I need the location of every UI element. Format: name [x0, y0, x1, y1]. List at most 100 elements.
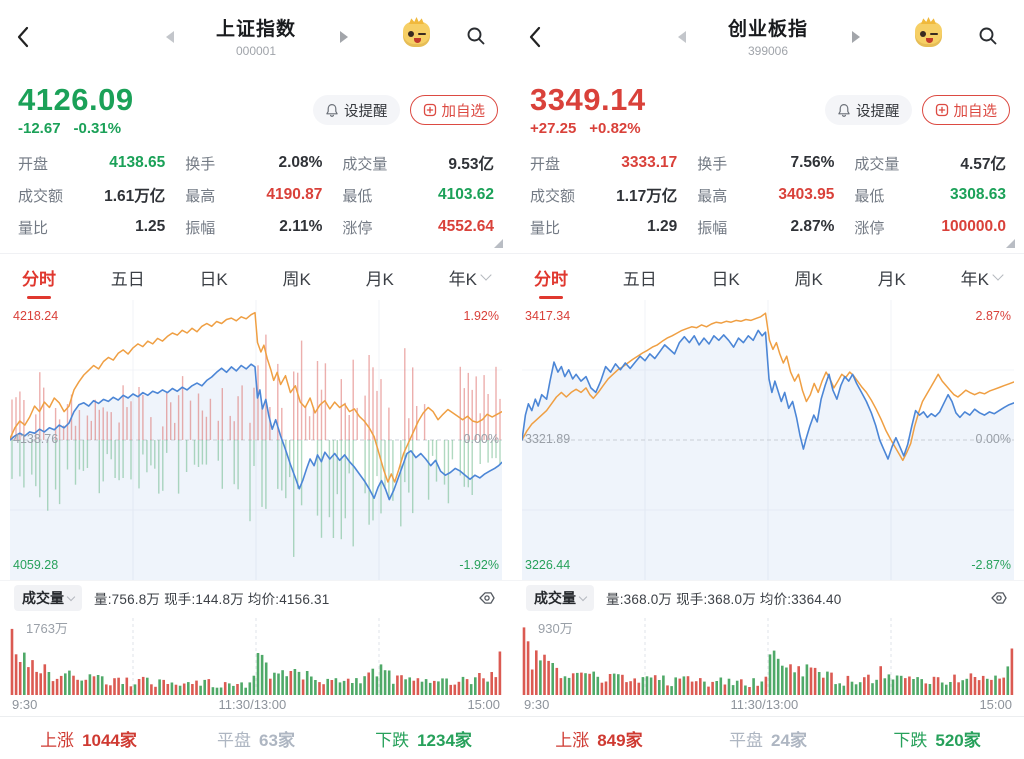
- tab-yuek[interactable]: 月K: [877, 269, 906, 289]
- stat-value: 1.17万亿: [616, 188, 678, 205]
- add-watchlist-button[interactable]: 加自选: [921, 95, 1010, 125]
- tab-fenshi[interactable]: 分时: [22, 265, 56, 290]
- stat-label: 成交额: [530, 187, 576, 205]
- search-button[interactable]: [976, 24, 1000, 51]
- intraday-chart[interactable]: 4218.24 1.92% 4138.76 0.00% 4059.28 -1.9…: [0, 300, 512, 580]
- volume-indicator-selector[interactable]: 成交量: [14, 585, 82, 611]
- tab-niank[interactable]: 年K: [449, 265, 492, 290]
- add-box-icon: [935, 103, 948, 117]
- stat-label: 振幅: [185, 219, 216, 237]
- advancers-stat[interactable]: 上涨 1044家: [40, 730, 137, 750]
- expand-stats-icon[interactable]: [1006, 239, 1015, 248]
- chevron-down-icon: [578, 592, 588, 602]
- index-code: 000001: [235, 44, 277, 58]
- stat-label: 开盘: [530, 155, 561, 173]
- decliners-stat[interactable]: 下跌 520家: [893, 730, 981, 750]
- stat-label: 量比: [18, 219, 49, 237]
- stat-label: 换手: [697, 155, 728, 173]
- prev-index-arrow-icon[interactable]: [166, 31, 174, 43]
- stat-label: 成交额: [18, 187, 64, 205]
- price-change-pct: -0.31%: [73, 120, 122, 137]
- volume-indicator-selector[interactable]: 成交量: [526, 585, 594, 611]
- stat-label: 最高: [185, 187, 216, 205]
- stat-label: 涨停: [854, 219, 885, 237]
- chart-high-label: 4218.24: [13, 309, 59, 323]
- stats-grid: 开盘 4138.65 换手 2.08% 成交量 9.53亿 成交额 1.61万亿 最高 4…: [0, 142, 512, 253]
- mascot-dragon-emoji-icon[interactable]: [915, 17, 942, 47]
- indicator-settings-icon[interactable]: [478, 589, 496, 607]
- indicator-settings-icon[interactable]: [990, 589, 1008, 607]
- price-change: -12.67: [18, 120, 61, 137]
- index-title-block: 创业板指 399006: [728, 14, 808, 58]
- volume-max-label: 1763万: [26, 621, 68, 636]
- mascot-dragon-emoji-icon[interactable]: [403, 17, 430, 47]
- time-axis: 9:30 11:30/13:00 15:00: [0, 697, 512, 716]
- add-watchlist-button[interactable]: 加自选: [409, 95, 498, 125]
- expand-stats-icon[interactable]: [494, 239, 503, 248]
- stat-value: 7.56%: [790, 154, 835, 171]
- time-label-close: 15:00: [467, 697, 500, 712]
- stat-label: 最高: [697, 187, 728, 205]
- index-panel-shanghai: 上证指数 000001 4126.09 -12.67 -0.31% 设提醒: [0, 0, 512, 759]
- stat-label: 最低: [854, 187, 885, 205]
- stat-label: 换手: [185, 155, 216, 173]
- decliners-stat[interactable]: 下跌 1234家: [375, 730, 472, 750]
- time-label-close: 15:00: [979, 697, 1012, 712]
- stat-value: 4138.65: [109, 154, 166, 171]
- tab-wuri[interactable]: 五日: [110, 269, 145, 289]
- chart-zero-pct: 0.00%: [463, 432, 499, 446]
- chart-prevclose-label: 4138.76: [13, 432, 59, 446]
- back-button[interactable]: [12, 22, 34, 55]
- index-name: 上证指数: [215, 19, 297, 40]
- volume-chart[interactable]: 930万: [512, 615, 1024, 697]
- set-alert-label: 设提醒: [344, 103, 388, 120]
- time-label-mid: 11:30/13:00: [218, 697, 287, 712]
- current-price: 4126.09: [18, 82, 134, 117]
- advancers-stat[interactable]: 上涨 849家: [555, 730, 643, 750]
- index-panel-chinext: 创业板指 399006 3349.14 +27.25 +0.82% 设提醒: [512, 0, 1024, 759]
- volume-chart[interactable]: 1763万: [0, 615, 512, 697]
- tab-rik[interactable]: 日K: [199, 269, 228, 289]
- unchanged-stat[interactable]: 平盘 63家: [217, 730, 295, 750]
- tab-fenshi[interactable]: 分时: [534, 265, 568, 290]
- search-button[interactable]: [464, 24, 488, 51]
- chart-low-pct: -2.87%: [971, 558, 1011, 572]
- stat-label: 涨停: [342, 219, 373, 237]
- intraday-chart[interactable]: 3417.34 2.87% 3321.89 0.00% 3226.44 -2.8…: [512, 300, 1024, 580]
- chart-low-pct: -1.92%: [459, 558, 499, 572]
- tab-zhouk[interactable]: 周K: [794, 269, 823, 289]
- price-bar: 3349.14 +27.25 +0.82% 设提醒 加自选: [512, 78, 1024, 142]
- price-change-row: -12.67 -0.31%: [18, 120, 134, 137]
- tab-niank[interactable]: 年K: [961, 265, 1004, 290]
- chart-high-pct: 1.92%: [463, 309, 499, 323]
- tab-rik[interactable]: 日K: [711, 269, 740, 289]
- set-alert-button[interactable]: 设提醒: [825, 95, 912, 125]
- prev-index-arrow-icon[interactable]: [678, 31, 686, 43]
- stat-value: 4190.87: [266, 186, 323, 203]
- time-label-mid: 11:30/13:00: [730, 697, 799, 712]
- back-button[interactable]: [524, 22, 546, 55]
- stat-value: 100000.0: [941, 218, 1006, 235]
- unchanged-stat[interactable]: 平盘 24家: [729, 730, 807, 750]
- set-alert-button[interactable]: 设提醒: [313, 95, 400, 125]
- next-index-arrow-icon[interactable]: [852, 31, 860, 43]
- time-label-open: 9:30: [524, 697, 550, 712]
- tab-wuri[interactable]: 五日: [622, 269, 657, 289]
- panel-header: 创业板指 399006: [512, 0, 1024, 78]
- index-title-block: 上证指数 000001: [216, 14, 296, 58]
- tab-yuek[interactable]: 月K: [365, 269, 394, 289]
- stat-label: 成交量: [854, 155, 900, 173]
- stat-value: 1.29: [647, 218, 678, 235]
- stat-value: 4.57亿: [960, 156, 1006, 173]
- stat-label: 量比: [530, 219, 561, 237]
- stat-value: 2.87%: [790, 218, 835, 235]
- chart-low-label: 3226.44: [525, 558, 571, 572]
- chevron-down-icon: [480, 269, 492, 281]
- stat-value: 3403.95: [778, 186, 835, 203]
- chart-zero-pct: 0.00%: [975, 432, 1011, 446]
- next-index-arrow-icon[interactable]: [340, 31, 348, 43]
- tab-zhouk[interactable]: 周K: [282, 269, 311, 289]
- stat-value: 3333.17: [621, 154, 678, 171]
- stat-value: 2.11%: [279, 218, 323, 235]
